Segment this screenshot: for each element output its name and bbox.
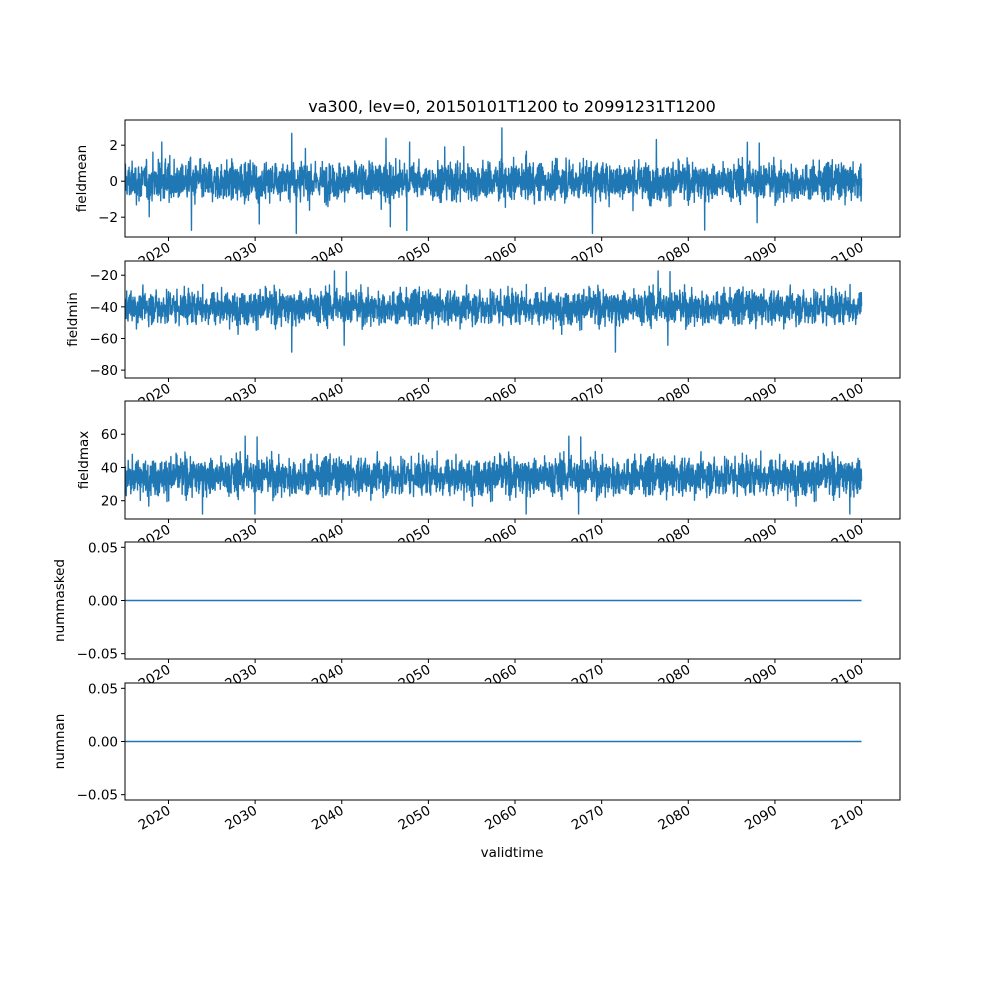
numnan-xtick-label: 2020 bbox=[136, 803, 174, 834]
fieldmean-plot-area bbox=[124, 127, 863, 235]
nummasked-ylabel: nummasked bbox=[52, 559, 68, 642]
numnan-xtick-label: 2040 bbox=[309, 803, 347, 834]
fieldmean-ylabel: fieldmean bbox=[74, 145, 90, 212]
fieldmax-series-line bbox=[124, 435, 863, 515]
fieldmin-ytick-label: −20 bbox=[90, 268, 119, 284]
numnan-ytick-label: 0.05 bbox=[88, 681, 118, 697]
panel-numnan: numnan −0.05 0.00 0.05 2020 2030 2040 2050 2060… bbox=[52, 681, 901, 834]
numnan-xtick-label: 2080 bbox=[656, 803, 694, 834]
fieldmean-series-line bbox=[124, 127, 863, 235]
numnan-xtick-label: 2030 bbox=[222, 803, 260, 834]
x-axis-label: validtime bbox=[481, 845, 544, 861]
nummasked-ytick-label: 0.05 bbox=[88, 540, 118, 556]
fieldmin-ytick-label: −40 bbox=[90, 300, 119, 316]
fieldmin-series-line bbox=[124, 270, 863, 353]
fieldmin-plot-area bbox=[124, 270, 863, 353]
fieldmin-ylabel: fieldmin bbox=[65, 292, 81, 347]
fieldmin-ytick-label: −80 bbox=[90, 363, 119, 379]
fieldmax-ytick-label: 20 bbox=[101, 494, 118, 510]
fieldmean-ytick-label: 0 bbox=[109, 174, 118, 190]
fieldmean-ytick-label: −2 bbox=[98, 210, 118, 226]
numnan-xtick-label: 2070 bbox=[569, 803, 607, 834]
numnan-xtick-label: 2100 bbox=[829, 803, 867, 834]
nummasked-ytick-label: 0.00 bbox=[88, 594, 118, 610]
numnan-ylabel: numnan bbox=[52, 714, 68, 770]
nummasked-ytick-label: −0.05 bbox=[77, 647, 118, 663]
fieldmin-ytick-label: −60 bbox=[90, 331, 119, 347]
numnan-xtick-label: 2050 bbox=[396, 803, 434, 834]
fieldmax-ytick-label: 60 bbox=[101, 427, 118, 443]
fieldmin-axes-frame bbox=[124, 260, 901, 379]
fieldmax-ylabel: fieldmax bbox=[76, 431, 92, 490]
chart-title: va300, lev=0, 20150101T1200 to 20991231T… bbox=[308, 97, 716, 116]
numnan-xtick-label: 2090 bbox=[742, 803, 780, 834]
fieldmax-ytick-label: 40 bbox=[101, 460, 118, 476]
numnan-ytick-label: −0.05 bbox=[77, 788, 118, 804]
nummasked-axes-frame bbox=[124, 541, 901, 660]
numnan-ytick-label: 0.00 bbox=[88, 735, 118, 751]
fieldmean-axes-frame bbox=[124, 119, 901, 238]
fieldmax-axes-frame bbox=[124, 400, 901, 520]
fieldmax-plot-area bbox=[124, 435, 863, 515]
fieldmax-axes-background bbox=[125, 401, 900, 519]
fieldmean-ytick-label: 2 bbox=[109, 138, 118, 154]
numnan-xtick-label: 2060 bbox=[482, 803, 520, 834]
numnan-axes-frame bbox=[124, 682, 901, 801]
